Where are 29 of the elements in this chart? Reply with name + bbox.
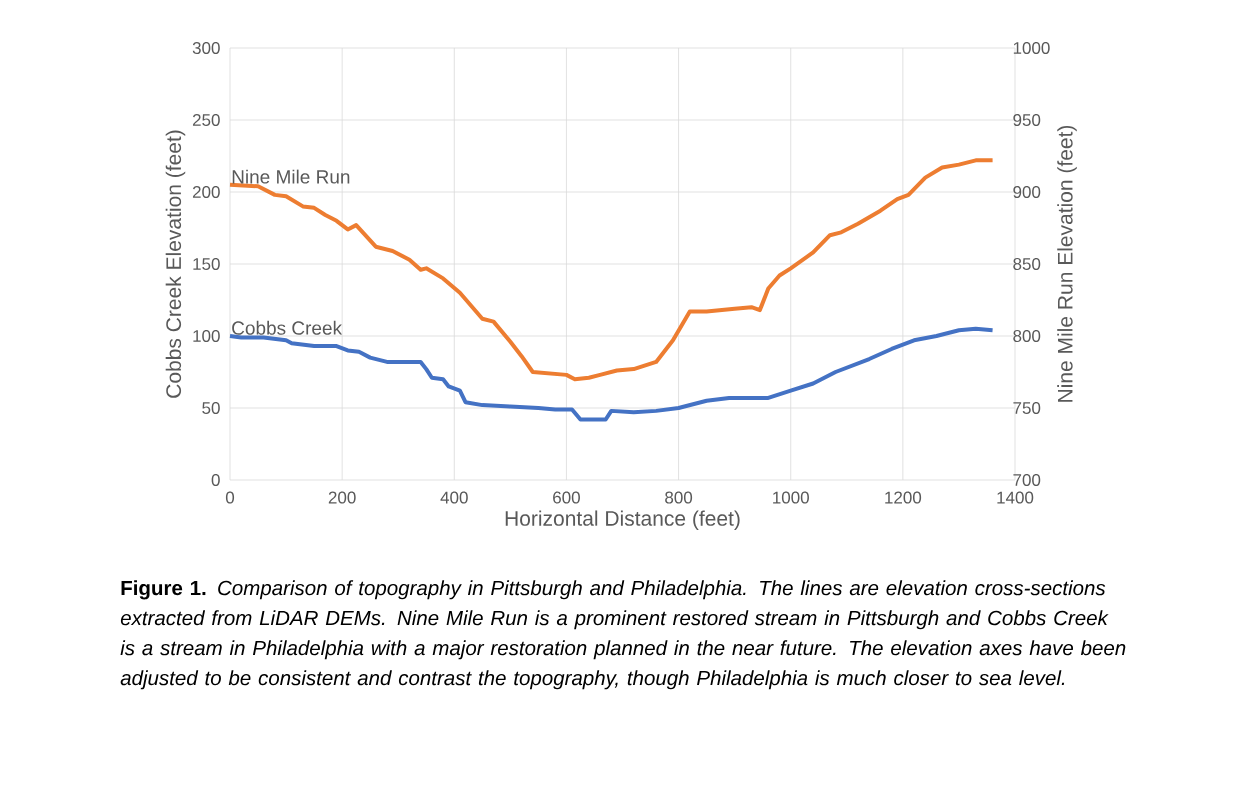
x-axis-title: Horizontal Distance (feet)	[505, 510, 740, 530]
y-axis-title: Cobbs Creek Elevation (feet)	[165, 130, 186, 398]
x-tick-label: 1000	[773, 491, 809, 504]
series-label: Nine Mile Run	[232, 169, 350, 184]
y2-tick-label: 850	[1013, 257, 1041, 271]
series-label: Cobbs Creek	[232, 320, 343, 335]
x-tick-label: 200	[328, 491, 356, 504]
y2-tick-label: 750	[1013, 401, 1041, 415]
y2-tick-label: 800	[1013, 329, 1041, 343]
y-tick-label: 50	[202, 401, 220, 415]
y-tick-label: 200	[192, 185, 220, 199]
y2-tick-label: 1000	[1013, 41, 1050, 55]
y-tick-label: 150	[193, 257, 220, 271]
x-tick-label: 400	[440, 491, 468, 504]
y2-tick-label: 700	[1013, 473, 1041, 487]
y2-tick-label: 900	[1013, 185, 1041, 199]
x-tick-label: 0	[225, 491, 235, 504]
text: Figure 1. Comparison of topography in Pittsburgh and Philadelphia. The lines are elevation cross-sections extracted from LiDAR DEMs. Nine Mile Run is a prominent restored stream in Pittsburgh and Cobbs Creek is a stream in Philadelphia with a major restoration planned in the near future. The elevation axes have been adjusted to be consistent and contrast the topography, though Philadelphia is much closer to sea level.	[120, 580, 1126, 690]
y-tick-label: 100	[193, 329, 220, 343]
y-tick-label: 300	[192, 41, 220, 55]
line-series	[228, 158, 995, 382]
x-tick-label: 800	[665, 491, 693, 504]
y2-tick-label: 950	[1013, 113, 1041, 127]
y2-axis-title: Nine Mile Run Elevation (feet)	[1057, 125, 1077, 402]
x-tick-label: 1400	[997, 491, 1034, 504]
y-tick-label: 250	[192, 113, 220, 127]
y-tick-label: 0	[211, 473, 220, 487]
x-tick-label: 600	[553, 491, 580, 504]
x-tick-label: 1200	[885, 491, 922, 504]
